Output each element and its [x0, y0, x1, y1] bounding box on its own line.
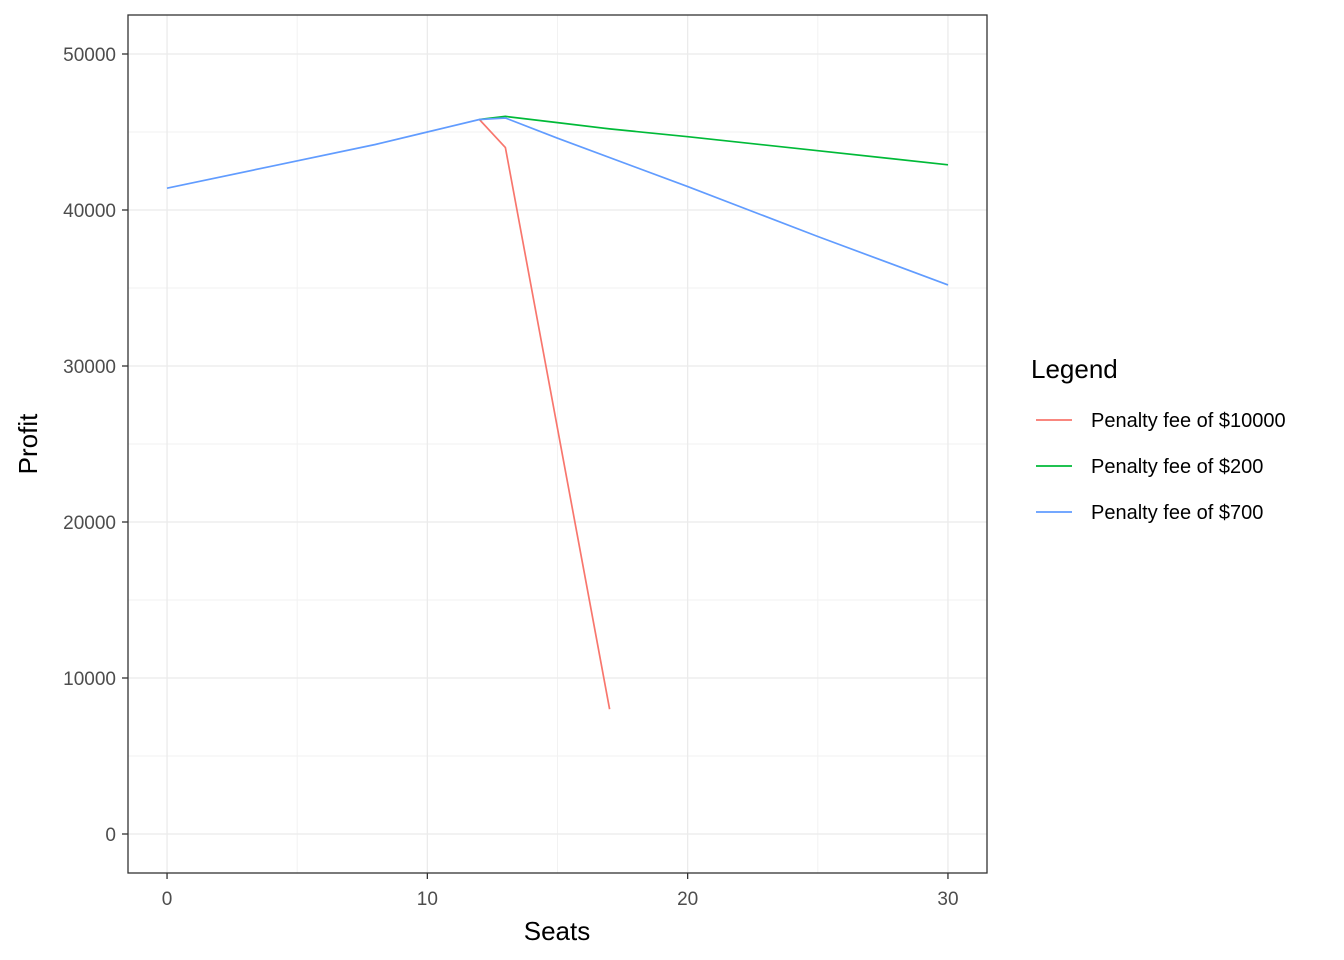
y-tick-label: 10000 [63, 669, 116, 690]
y-tick-label: 40000 [63, 201, 116, 222]
series-line-3 [166, 117, 949, 286]
x-axis: 0 10 20 30 [162, 873, 959, 910]
series-line-1 [478, 118, 611, 710]
legend-label-3: Penalty fee of $700 [1091, 502, 1263, 524]
y-tick-label: 30000 [63, 357, 116, 378]
x-tick-label: 30 [937, 889, 958, 910]
legend-title: Legend [1031, 354, 1118, 384]
y-tick-label: 0 [105, 825, 116, 846]
y-axis-title: Profit [13, 413, 43, 474]
series-line-2 [479, 115, 949, 166]
y-tick-label: 50000 [63, 45, 116, 66]
legend-label-2: Penalty fee of $200 [1091, 456, 1263, 478]
x-tick-label: 10 [417, 889, 438, 910]
y-tick-label: 20000 [63, 513, 116, 534]
x-axis-title: Seats [524, 916, 591, 946]
series-lines [166, 115, 949, 710]
plot-panel-border [127, 14, 988, 874]
y-axis: 0 10000 20000 30000 40000 50000 [63, 45, 128, 846]
major-gridlines [128, 15, 987, 873]
minor-gridlines [128, 15, 987, 873]
x-tick-label: 20 [677, 889, 698, 910]
x-tick-label: 0 [162, 889, 173, 910]
legend-label-1: Penalty fee of $10000 [1091, 410, 1286, 432]
legend-items: Penalty fee of $10000 Penalty fee of $200… [1036, 410, 1286, 524]
